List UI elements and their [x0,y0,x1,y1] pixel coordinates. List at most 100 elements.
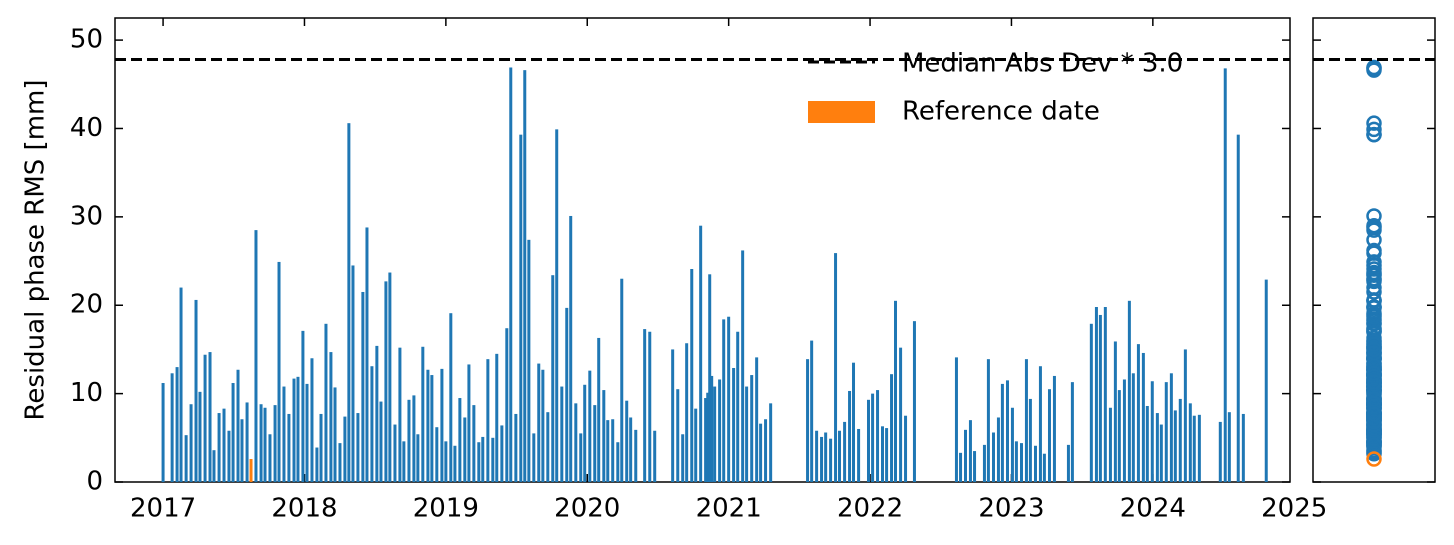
bar [1227,412,1231,482]
legend-swatch [808,101,875,123]
bar [625,400,629,482]
bar [315,447,319,482]
bar [1173,410,1177,482]
bar [912,321,916,482]
bar [1197,414,1201,482]
bar [597,337,601,482]
bar [370,366,374,482]
bar [973,451,977,482]
bar [1192,415,1196,482]
bar [379,401,383,482]
y-tick-label: 40 [70,113,103,143]
bar [732,367,736,482]
bar [453,445,457,482]
bar [685,343,689,482]
bar [1038,366,1042,482]
bar [388,272,392,482]
bar [708,274,712,482]
bar [1052,375,1056,482]
bar [1014,441,1018,482]
bar [1218,421,1222,482]
bar [189,404,193,482]
bar [648,331,652,482]
bar [329,352,333,482]
bar [634,429,638,482]
bar [333,387,337,482]
side-point [1366,374,1382,390]
bar [894,300,898,482]
bar [671,349,675,482]
bar [1236,134,1240,483]
bar [681,434,685,482]
bar [296,376,300,482]
bar [365,227,369,482]
bar [736,331,740,482]
bar [1223,68,1227,483]
bar [579,433,583,482]
bar [435,427,439,482]
bar [629,417,633,482]
bar [606,420,610,482]
bar [1000,383,1004,482]
bar [1264,279,1268,482]
bar [1241,413,1245,482]
x-tick-label: 2024 [1120,494,1186,524]
bar [273,405,277,482]
bar [402,441,406,482]
bar [1108,407,1112,482]
bar [426,369,430,482]
side-axes [1312,17,1436,483]
bar [806,359,810,482]
bar [810,340,814,482]
bar [1131,373,1135,482]
side-point [1366,60,1382,77]
bar [620,278,624,482]
side-point [1366,121,1382,138]
y-tick-label: 10 [70,378,103,408]
bar [222,408,226,482]
bar [416,434,420,482]
side-point [1366,406,1382,422]
bar [398,347,402,482]
bar [449,313,453,482]
bar [876,390,880,482]
bar [954,357,958,482]
bar [1155,413,1159,482]
bar [1145,405,1149,482]
bar [1164,382,1168,482]
bar [1028,398,1032,482]
bar [245,402,249,482]
bar [555,129,559,483]
bar [820,436,824,482]
x-tick-label: 2021 [696,494,762,524]
bar [843,421,847,482]
bar [467,364,471,482]
bar [472,405,476,482]
bar [588,370,592,482]
bar [249,459,253,482]
bar [759,423,763,482]
bar [1117,390,1121,482]
bar [407,399,411,482]
bar [1066,444,1070,482]
bar [514,413,518,482]
bar [569,215,573,482]
legend-label: Reference date [902,97,1100,127]
side-point [1366,293,1382,309]
bar [305,383,309,482]
side-point [1366,271,1382,288]
bar [481,436,485,482]
bar [991,432,995,482]
side-point [1366,316,1382,332]
legend-label: Median Abs Dev * 3.0 [902,49,1183,79]
bar [458,398,462,482]
bar [541,369,545,482]
x-tick-label: 2017 [130,494,196,524]
bar [212,450,216,482]
x-tick-label: 2025 [1261,494,1327,524]
bar [184,435,188,482]
bar [268,434,272,482]
bar [1127,300,1131,482]
bar [755,357,759,482]
bar [1047,389,1051,482]
